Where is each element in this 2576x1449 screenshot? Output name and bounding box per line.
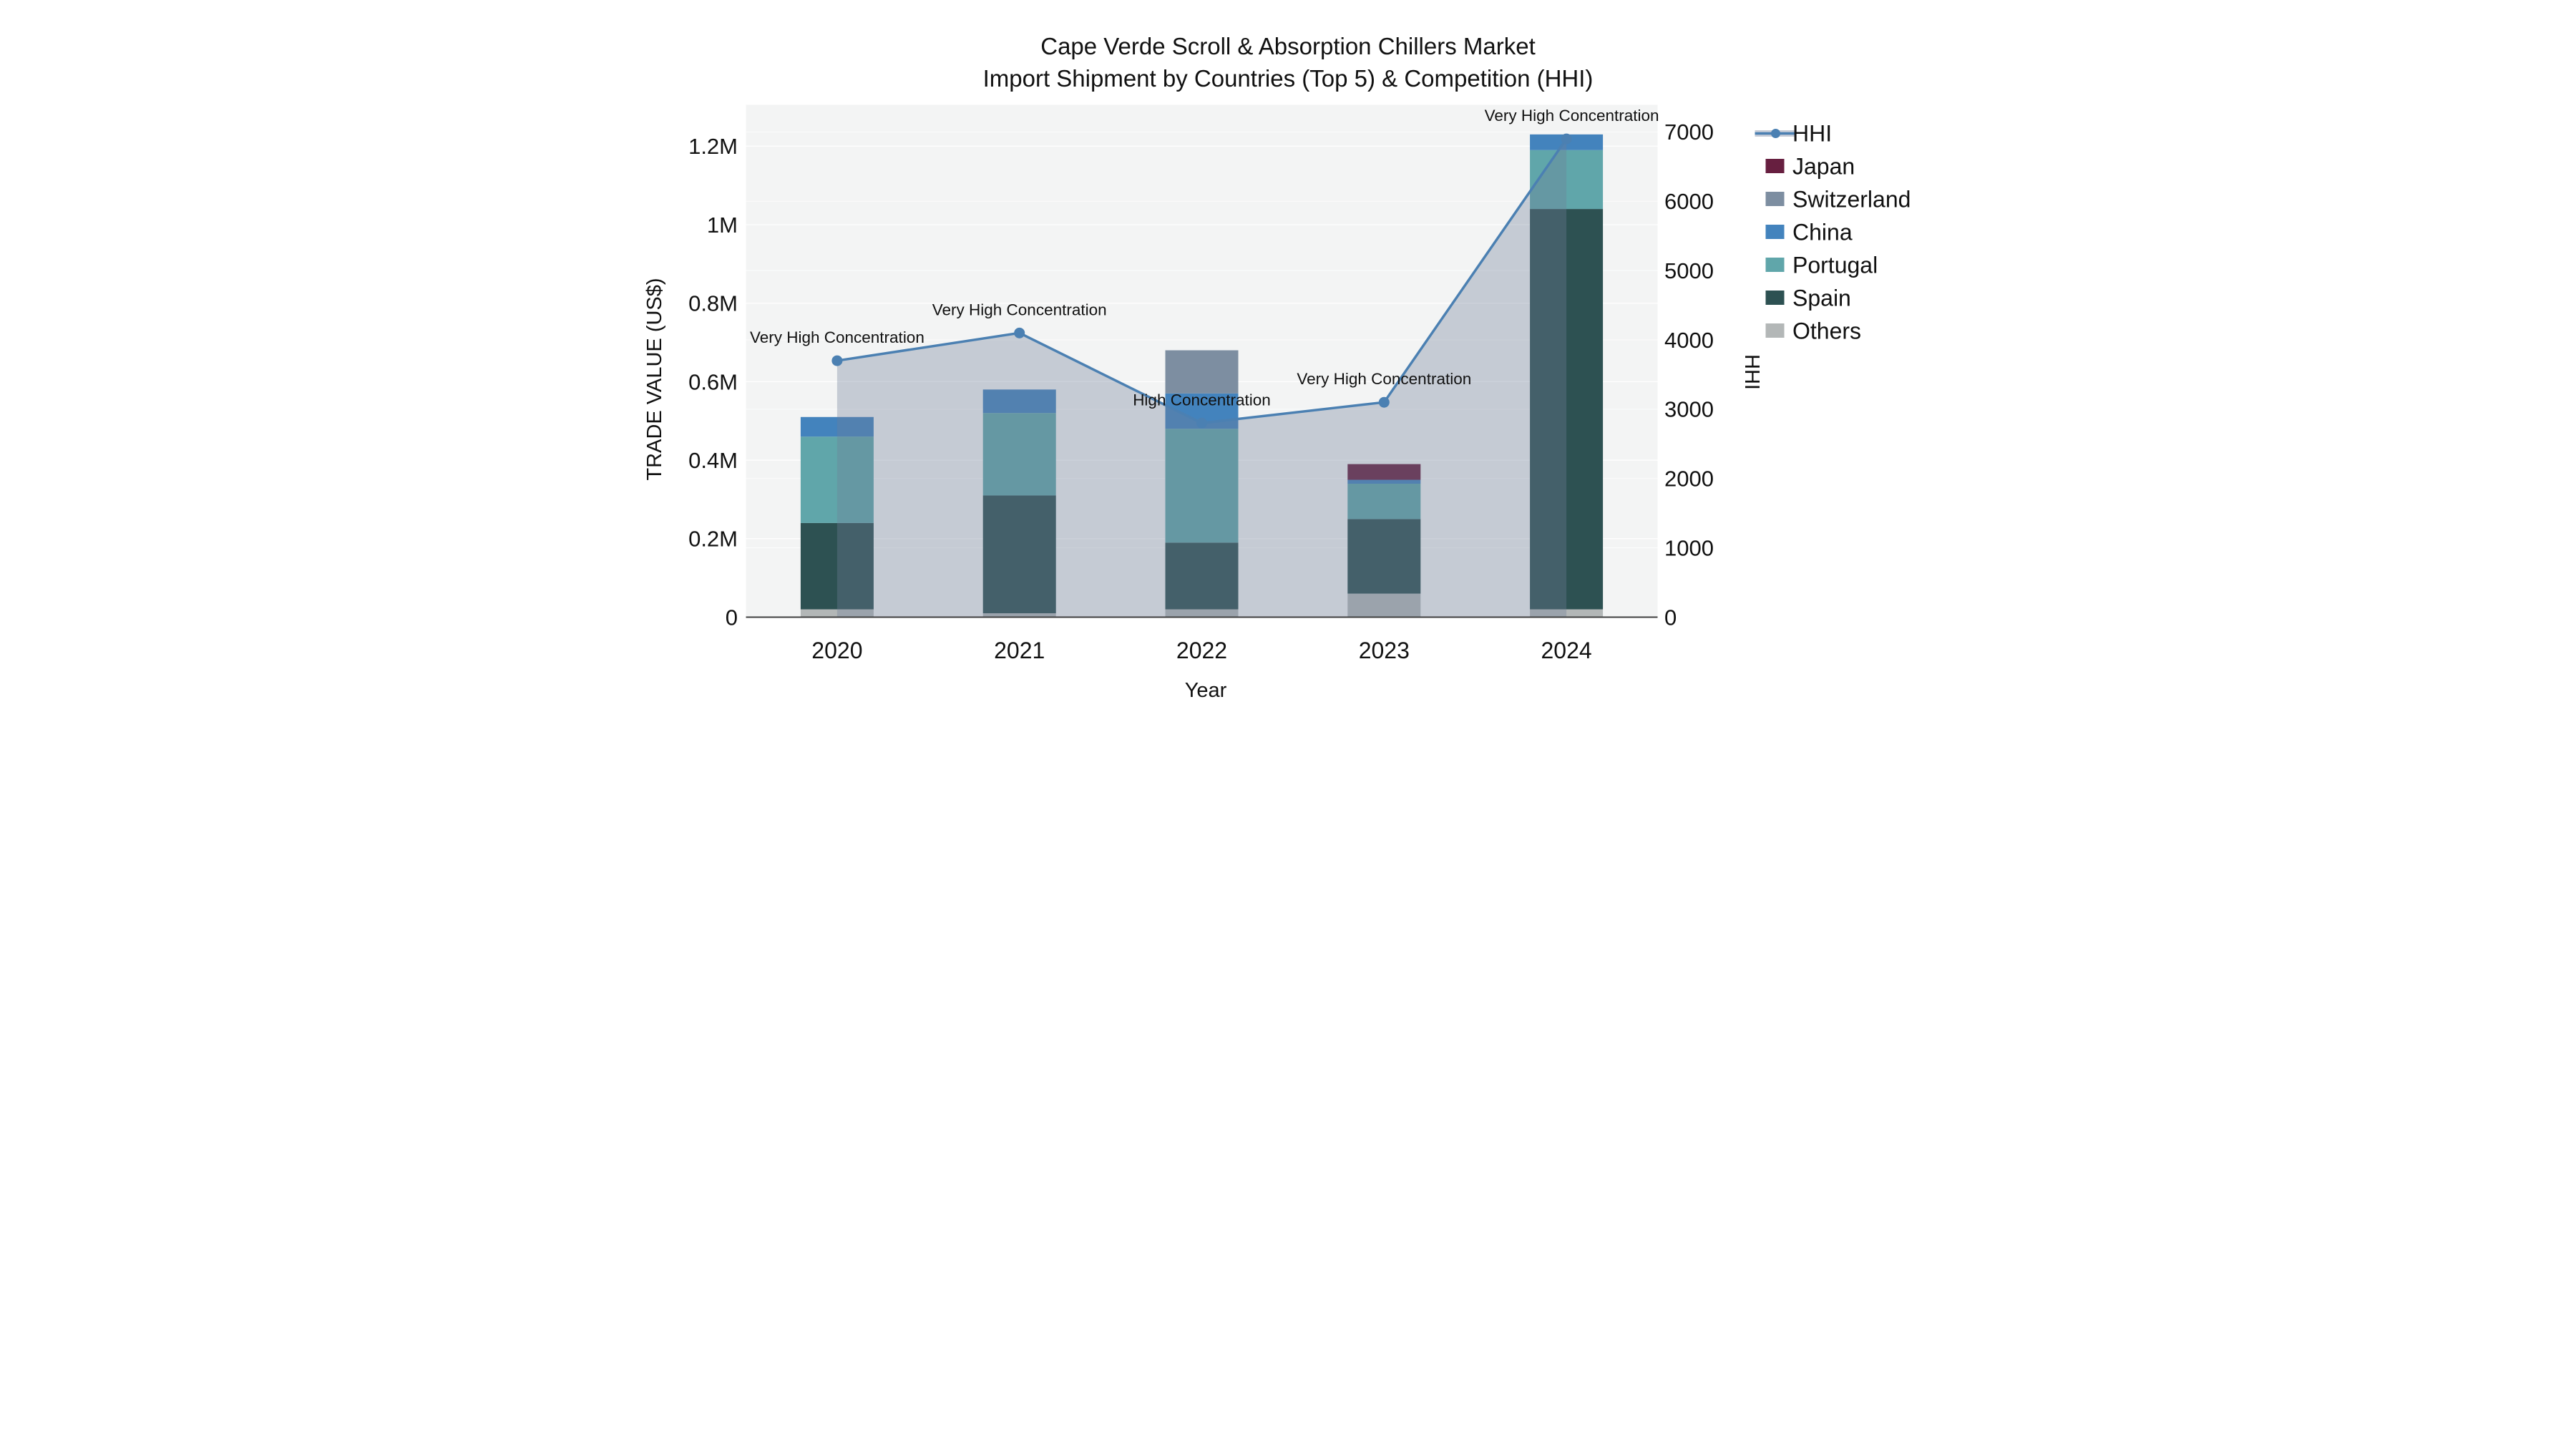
legend-label: Portugal bbox=[1792, 253, 1878, 278]
x-tick-label-2024: 2024 bbox=[1541, 638, 1592, 663]
legend-swatch-china bbox=[1765, 225, 1785, 239]
legend-item-china[interactable]: China bbox=[1765, 220, 1853, 245]
y-left-tick-label: 1M bbox=[707, 213, 738, 238]
annotation-2023: Very High Concentration bbox=[1297, 370, 1471, 388]
bar-segment-portugal-2023 bbox=[1347, 484, 1421, 519]
legend-hhi-marker bbox=[1771, 129, 1780, 138]
bar-segment-portugal-2020 bbox=[800, 436, 874, 523]
chart-title-line2: Import Shipment by Countries (Top 5) & C… bbox=[983, 65, 1594, 92]
y-right-tick-label: 6000 bbox=[1664, 189, 1714, 214]
bar-segment-spain-2024 bbox=[1530, 209, 1604, 610]
legend-label: HHI bbox=[1792, 121, 1832, 147]
y-right-tick-label: 0 bbox=[1664, 605, 1677, 630]
legend-label: Others bbox=[1792, 318, 1861, 344]
chart-title-line1: Cape Verde Scroll & Absorption Chillers … bbox=[1040, 33, 1536, 59]
bar-segment-others-2022 bbox=[1165, 609, 1239, 618]
annotation-2024: Very High Concentration bbox=[1485, 107, 1659, 125]
annotation-2022: High Concentration bbox=[1133, 391, 1271, 409]
y-left-tick-label: 0.6M bbox=[688, 369, 738, 394]
legend-swatch-spain bbox=[1765, 291, 1785, 305]
legend-item-others[interactable]: Others bbox=[1765, 318, 1862, 344]
legend-label: Japan bbox=[1792, 154, 1855, 180]
x-tick-label-2022: 2022 bbox=[1176, 638, 1227, 663]
legend-label: Spain bbox=[1792, 286, 1851, 311]
legend-item-switzerland[interactable]: Switzerland bbox=[1765, 187, 1911, 213]
bar-segment-portugal-2024 bbox=[1530, 150, 1604, 210]
y-left-tick-label: 0.4M bbox=[688, 448, 738, 473]
legend-swatch-others bbox=[1765, 323, 1785, 338]
bar-segment-others-2024 bbox=[1530, 609, 1604, 618]
legend: HHI Japan Switzerland China Portugal Spain Oth… bbox=[1755, 121, 1911, 344]
bar-segment-spain-2020 bbox=[800, 522, 874, 610]
bar-segment-portugal-2022 bbox=[1165, 429, 1239, 543]
y-left-tick-label: 0.2M bbox=[688, 527, 738, 552]
hhi-area-fill bbox=[836, 139, 1567, 618]
bar-segment-others-2021 bbox=[982, 613, 1056, 618]
y-left-tick-label: 0 bbox=[726, 605, 738, 630]
x-tick-label-2021: 2021 bbox=[994, 638, 1045, 663]
y-left-tick-label: 1.2M bbox=[688, 134, 738, 159]
legend-item-portugal[interactable]: Portugal bbox=[1765, 253, 1878, 278]
legend-item-hhi[interactable]: HHI bbox=[1755, 121, 1833, 147]
plot-layer: 0 0.2M 0.4M 0.6M 0.8M 1M 1.2M 0 1000 2000 3000 4000… bbox=[688, 104, 1714, 663]
bar-segment-others-2020 bbox=[800, 609, 874, 618]
chart-canvas: 0 0.2M 0.4M 0.6M 0.8M 1M 1.2M 0 1000 2000 3000 4000… bbox=[644, 0, 1932, 725]
bar-segment-switzerland-2022 bbox=[1165, 350, 1239, 394]
hhi-marker-2021 bbox=[1014, 327, 1025, 338]
y-left-tick-label: 0.8M bbox=[688, 291, 738, 316]
legend-swatch-switzerland bbox=[1765, 192, 1785, 206]
y-right-tick-label: 2000 bbox=[1664, 467, 1714, 492]
bar-segment-china-2021 bbox=[982, 389, 1056, 414]
legend-label: China bbox=[1792, 220, 1853, 245]
annotation-2021: Very High Concentration bbox=[932, 301, 1107, 318]
hhi-marker-2020 bbox=[831, 355, 843, 366]
y-right-tick-label: 5000 bbox=[1664, 258, 1714, 283]
y-axis-title-left: TRADE VALUE (US$) bbox=[644, 278, 666, 480]
bar-segment-spain-2023 bbox=[1347, 519, 1421, 594]
y-axis-title-right: HHI bbox=[1740, 354, 1763, 390]
bar-segment-japan-2023 bbox=[1347, 464, 1421, 480]
bar-segment-china-2023 bbox=[1347, 479, 1421, 484]
bar-segment-portugal-2021 bbox=[982, 413, 1056, 496]
hhi-marker-2022 bbox=[1196, 417, 1207, 429]
bar-segment-china-2020 bbox=[800, 416, 874, 437]
figure: 0 0.2M 0.4M 0.6M 0.8M 1M 1.2M 0 1000 2000 3000 4000… bbox=[644, 0, 1932, 725]
y-right-tick-label: 3000 bbox=[1664, 397, 1714, 422]
y-right-tick-label: 1000 bbox=[1664, 535, 1714, 560]
hhi-marker-2023 bbox=[1378, 396, 1390, 408]
y-right-tick-label: 4000 bbox=[1664, 328, 1714, 353]
legend-item-spain[interactable]: Spain bbox=[1765, 286, 1851, 311]
legend-swatch-japan bbox=[1765, 159, 1785, 173]
annotation-2020: Very High Concentration bbox=[750, 328, 924, 346]
hhi-marker-2024 bbox=[1561, 133, 1572, 145]
bar-segment-spain-2022 bbox=[1165, 542, 1239, 610]
bar-segment-others-2023 bbox=[1347, 593, 1421, 618]
x-tick-label-2023: 2023 bbox=[1359, 638, 1410, 663]
bar-segment-spain-2021 bbox=[982, 495, 1056, 614]
legend-item-japan[interactable]: Japan bbox=[1765, 154, 1855, 180]
y-right-tick-label: 7000 bbox=[1664, 119, 1714, 145]
legend-swatch-portugal bbox=[1765, 258, 1785, 272]
legend-label: Switzerland bbox=[1792, 187, 1911, 213]
x-tick-label-2020: 2020 bbox=[811, 638, 862, 663]
x-axis-title: Year bbox=[1185, 679, 1227, 702]
